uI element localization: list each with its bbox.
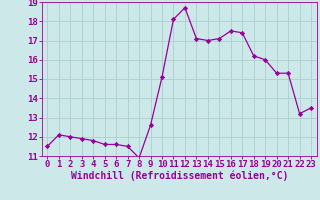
X-axis label: Windchill (Refroidissement éolien,°C): Windchill (Refroidissement éolien,°C) xyxy=(70,171,288,181)
